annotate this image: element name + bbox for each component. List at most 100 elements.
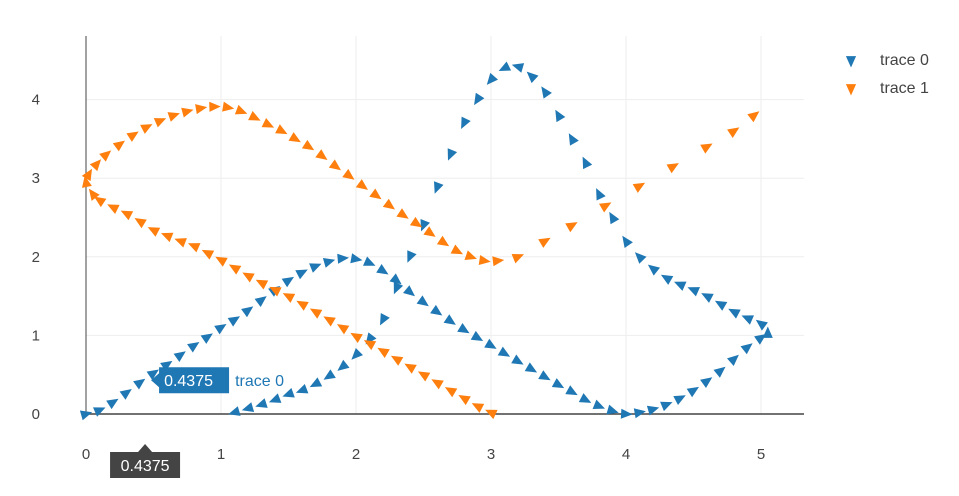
trace-1-point[interactable] [363,340,377,351]
trace-0-point[interactable] [762,326,773,338]
trace-0-point[interactable] [511,63,525,73]
trace-1-point[interactable] [464,250,477,260]
trace-0-point[interactable] [241,306,254,318]
trace-0-point[interactable] [173,351,186,362]
trace-0-point[interactable] [660,401,673,412]
trace-0-point[interactable] [350,253,363,264]
trace-0-point[interactable] [420,219,431,232]
trace-1-point[interactable] [382,198,395,210]
trace-0-point[interactable] [538,370,551,381]
trace-1-point[interactable] [89,159,102,172]
trace-1-point[interactable] [188,243,201,253]
trace-1-point[interactable] [350,332,363,343]
trace-0-point[interactable] [214,324,227,335]
trace-0-point[interactable] [389,273,402,285]
trace-1-point[interactable] [261,118,275,128]
legend-label-trace-0[interactable]: trace 0 [880,52,929,69]
trace-0-point[interactable] [740,343,753,355]
trace-0-point[interactable] [727,354,739,366]
trace-1-point[interactable] [88,188,100,201]
trace-1-point[interactable] [485,409,498,420]
trace-0-point[interactable] [620,408,633,419]
trace-0-point[interactable] [187,342,200,353]
trace-1-point[interactable] [492,256,505,267]
trace-0-point[interactable] [714,300,728,311]
trace-0-point[interactable] [255,398,268,408]
trace-0-point[interactable] [119,389,132,400]
trace-1-point[interactable] [201,249,215,260]
data-points[interactable] [79,61,773,421]
trace-1-point[interactable] [390,355,404,366]
trace-0-point[interactable] [474,92,485,106]
trace-1-point[interactable] [747,111,760,123]
trace-0-point[interactable] [295,269,308,280]
trace-0-point[interactable] [309,377,323,388]
trace-0-point[interactable] [457,323,470,334]
trace-0-point[interactable] [322,258,336,268]
trace-0-point[interactable] [634,252,647,264]
trace-1-point[interactable] [82,175,92,188]
trace-0-point[interactable] [578,393,592,403]
trace-1-point[interactable] [94,196,107,208]
trace-1-point[interactable] [181,107,194,118]
trace-1-point[interactable] [436,235,450,247]
trace-0-point[interactable] [133,378,146,390]
trace-0-point[interactable] [555,109,566,123]
trace-0-point[interactable] [241,402,255,412]
trace-1-point[interactable] [538,237,551,248]
trace-0-point[interactable] [511,354,524,365]
trace-0-point[interactable] [755,319,768,331]
trace-1-point[interactable] [134,218,147,229]
trace-0-point[interactable] [146,369,159,381]
trace-0-point[interactable] [673,395,686,405]
trace-0-point[interactable] [93,407,106,417]
trace-0-point[interactable] [551,378,565,389]
trace-1-point[interactable] [342,168,355,180]
trace-0-point[interactable] [596,188,606,201]
trace-0-point[interactable] [647,264,660,276]
trace-1-point[interactable] [700,143,713,154]
trace-0-point[interactable] [403,285,415,297]
trace-0-point[interactable] [323,369,336,380]
trace-0-point[interactable] [687,287,701,297]
trace-0-point[interactable] [228,406,241,416]
trace-0-point[interactable] [741,315,755,325]
trace-1-point[interactable] [282,293,296,303]
trace-0-point[interactable] [541,86,552,99]
trace-1-point[interactable] [369,188,382,200]
trace-1-point[interactable] [140,124,153,134]
trace-0-point[interactable] [686,386,699,398]
trace-1-point[interactable] [153,118,167,128]
trace-1-point[interactable] [255,279,269,290]
trace-1-point[interactable] [315,149,328,160]
trace-1-point[interactable] [423,226,436,237]
trace-1-point[interactable] [147,227,161,237]
trace-1-point[interactable] [511,254,524,264]
trace-0-point[interactable] [633,408,646,419]
trace-1-point[interactable] [301,139,315,151]
trace-0-point[interactable] [227,316,240,327]
trace-1-point[interactable] [209,101,221,112]
trace-0-point[interactable] [565,385,578,396]
trace-1-point[interactable] [396,208,409,219]
trace-1-point[interactable] [417,371,431,382]
trace-1-point[interactable] [161,232,174,243]
trace-1-point[interactable] [120,210,134,221]
trace-0-point[interactable] [376,264,389,275]
trace-1-point[interactable] [565,222,578,233]
trace-0-point[interactable] [447,148,458,161]
trace-0-point[interactable] [700,377,713,388]
trace-1-point[interactable] [167,112,180,122]
trace-0-point[interactable] [486,72,498,85]
trace-1-point[interactable] [228,264,242,275]
trace-0-point[interactable] [497,346,511,357]
trace-0-point[interactable] [461,116,471,129]
trace-0-point[interactable] [351,348,363,360]
trace-1-point[interactable] [478,255,491,265]
trace-0-point[interactable] [416,295,429,307]
trace-0-point[interactable] [106,398,119,410]
trace-0-point[interactable] [498,61,512,72]
trace-1-point[interactable] [632,182,646,193]
trace-1-point[interactable] [81,168,92,182]
